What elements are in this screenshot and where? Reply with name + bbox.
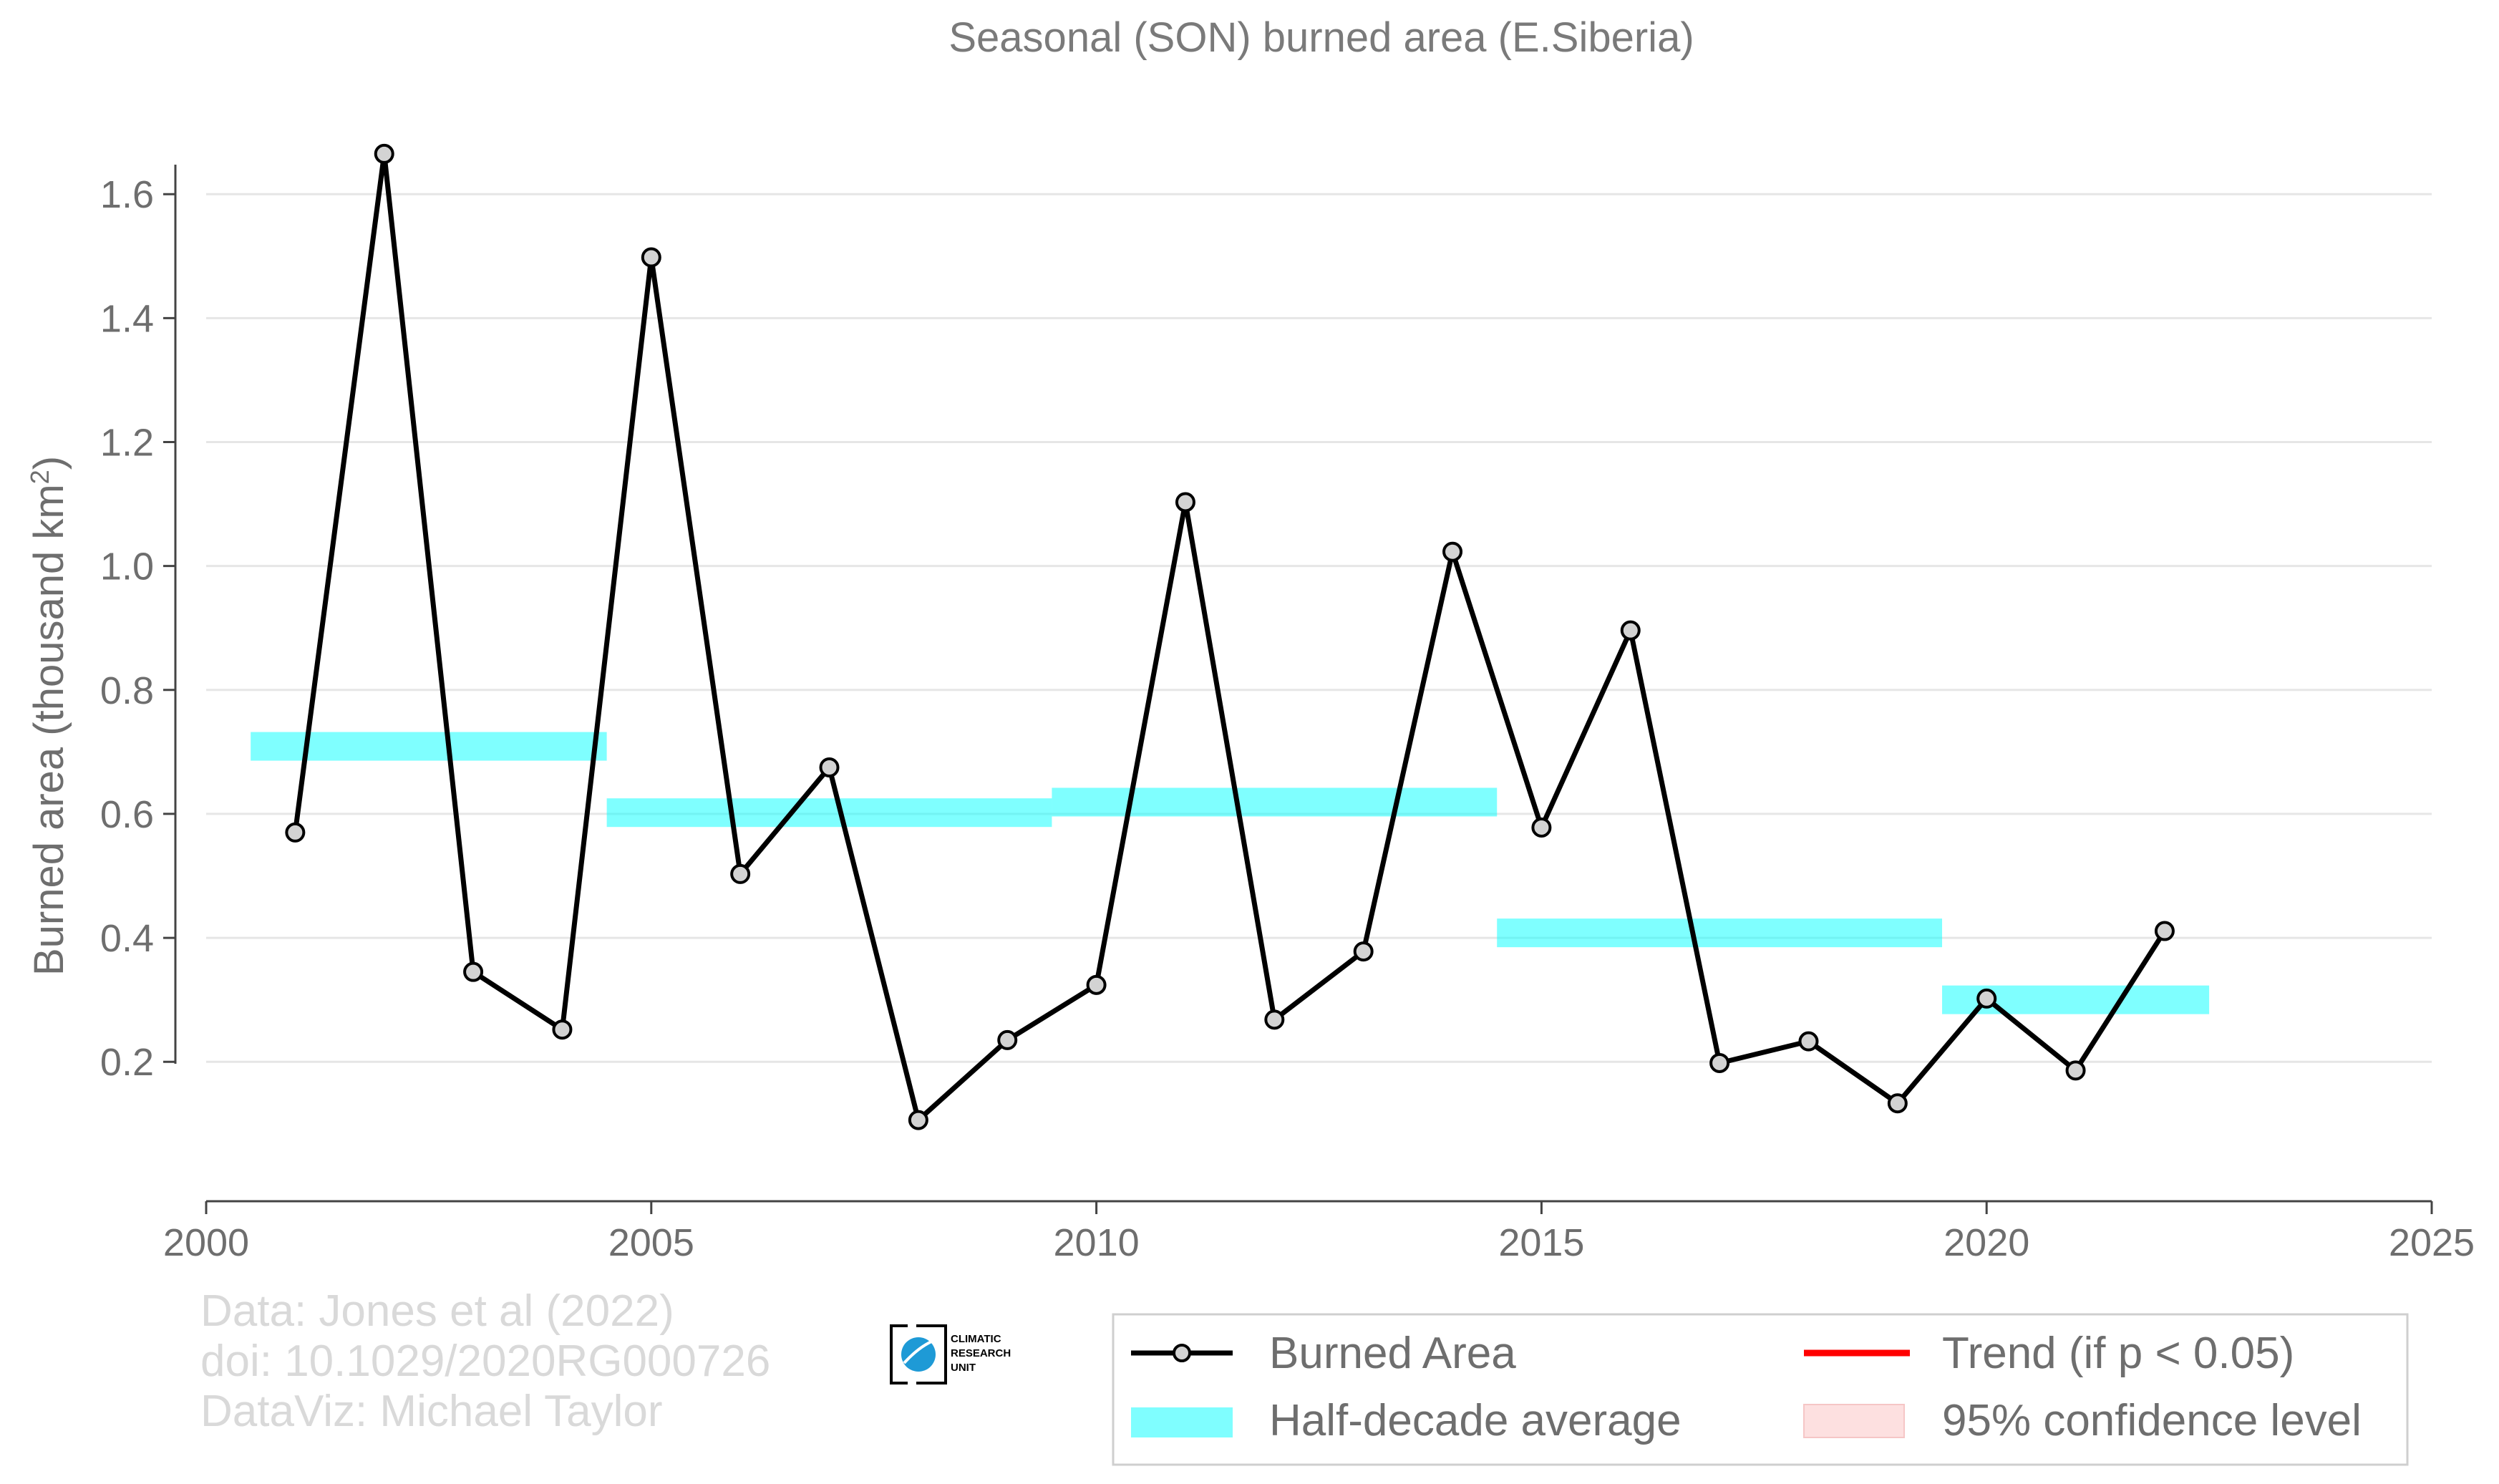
cru-logo-frame (890, 1324, 947, 1384)
grid-lines (206, 193, 2432, 1063)
y-tick-label: 0.6 (100, 793, 154, 836)
x-tick-label: 2015 (1498, 1221, 1584, 1264)
burned-area-line (292, 151, 2167, 1123)
x-tick-label: 2020 (1944, 1221, 2029, 1264)
legend-half-decade-swatch (1131, 1407, 1233, 1437)
y-tick-label: 1.0 (100, 545, 154, 588)
burned-area-point (2065, 1060, 2086, 1081)
x-tick-label: 2000 (163, 1221, 249, 1264)
burned-area-point (1976, 988, 1997, 1009)
y-axis-ticks: 0.2 0.4 0.6 0.8 1.0 1.2 1.4 1.6 (100, 173, 175, 1084)
cru-logo: CLIMATIC RESEARCH UNIT (890, 1321, 1011, 1387)
legend-burned-area-marker (1173, 1344, 1191, 1362)
burned-area-point (1442, 541, 1463, 562)
credit-line-2: doi: 10.1029/2020RG000726 (200, 1337, 770, 1386)
burned-area-point (730, 863, 751, 884)
burned-area-point (552, 1019, 573, 1040)
y-axis-label-close: ) (26, 456, 72, 470)
globe-icon (901, 1337, 936, 1372)
legend-confidence-label: 95% confidence level (1942, 1396, 2362, 1445)
burned-area-point (1620, 620, 1641, 641)
burned-area-point (641, 247, 661, 268)
half-decade-average-bar (1052, 787, 1498, 817)
legend-box (1112, 1313, 2409, 1466)
burned-area-point (1798, 1031, 1819, 1052)
half-decade-average-bar (606, 798, 1052, 828)
legend: Burned Area Trend (if p < 0.05) Half-dec… (1112, 1313, 2409, 1466)
burned-area-point (1264, 1009, 1285, 1030)
credit-line-1: Data: Jones et al (2022) (200, 1286, 674, 1336)
x-tick-label: 2025 (2389, 1221, 2475, 1264)
x-tick-label: 2010 (1054, 1221, 1140, 1264)
y-tick-label: 0.2 (100, 1041, 154, 1084)
burned-area-point (1353, 941, 1374, 962)
credit-line-3: DataViz: Michael Taylor (200, 1387, 663, 1436)
burned-area-point (908, 1110, 928, 1130)
logo-text-3: UNIT (951, 1362, 976, 1374)
credits: Data: Jones et al (2022) doi: 10.1029/20… (200, 1286, 770, 1436)
burned-area-point (463, 961, 484, 982)
x-tick-label: 2005 (608, 1221, 694, 1264)
logo-text-2: RESEARCH (951, 1347, 1011, 1359)
burned-area-point (1531, 817, 1552, 838)
burned-area-point (1887, 1093, 1908, 1114)
y-tick-label: 1.6 (100, 173, 154, 216)
y-axis-label-superscript: 2 (25, 470, 54, 484)
y-tick-label: 0.4 (100, 917, 154, 960)
logo-text-1: CLIMATIC (951, 1333, 1001, 1345)
half-decade-average-bands (251, 732, 2210, 1014)
half-decade-average-bar (1497, 918, 1943, 948)
chart-title: Seasonal (SON) burned area (E.Siberia) (948, 14, 1694, 61)
burned-area-point (1086, 974, 1107, 995)
x-axis-ticks: 2000 2005 2010 2015 2020 2025 (163, 1201, 2475, 1264)
legend-half-decade-label: Half-decade average (1269, 1396, 1682, 1445)
burned-area-point (2154, 921, 2175, 941)
burned-area-point (285, 822, 306, 843)
y-tick-label: 0.8 (100, 669, 154, 712)
burned-area-point (1175, 492, 1195, 513)
y-axis-label: Burned area (thousand km2) (25, 456, 73, 976)
legend-trend-label: Trend (if p < 0.05) (1942, 1329, 2294, 1378)
burned-area-point (1709, 1052, 1730, 1073)
burned-area-point (997, 1029, 1018, 1050)
y-tick-label: 1.4 (100, 297, 154, 340)
legend-burned-area-label: Burned Area (1269, 1329, 1516, 1378)
burned-area-point (819, 757, 840, 777)
legend-confidence-swatch (1803, 1404, 1905, 1438)
y-axis-label-text: Burned area (thousand km (26, 484, 72, 976)
globe-swoosh-icon (903, 1339, 936, 1364)
burned-area-series (285, 143, 2175, 1130)
burned-area-point (374, 143, 394, 164)
y-tick-label: 1.2 (100, 421, 154, 464)
